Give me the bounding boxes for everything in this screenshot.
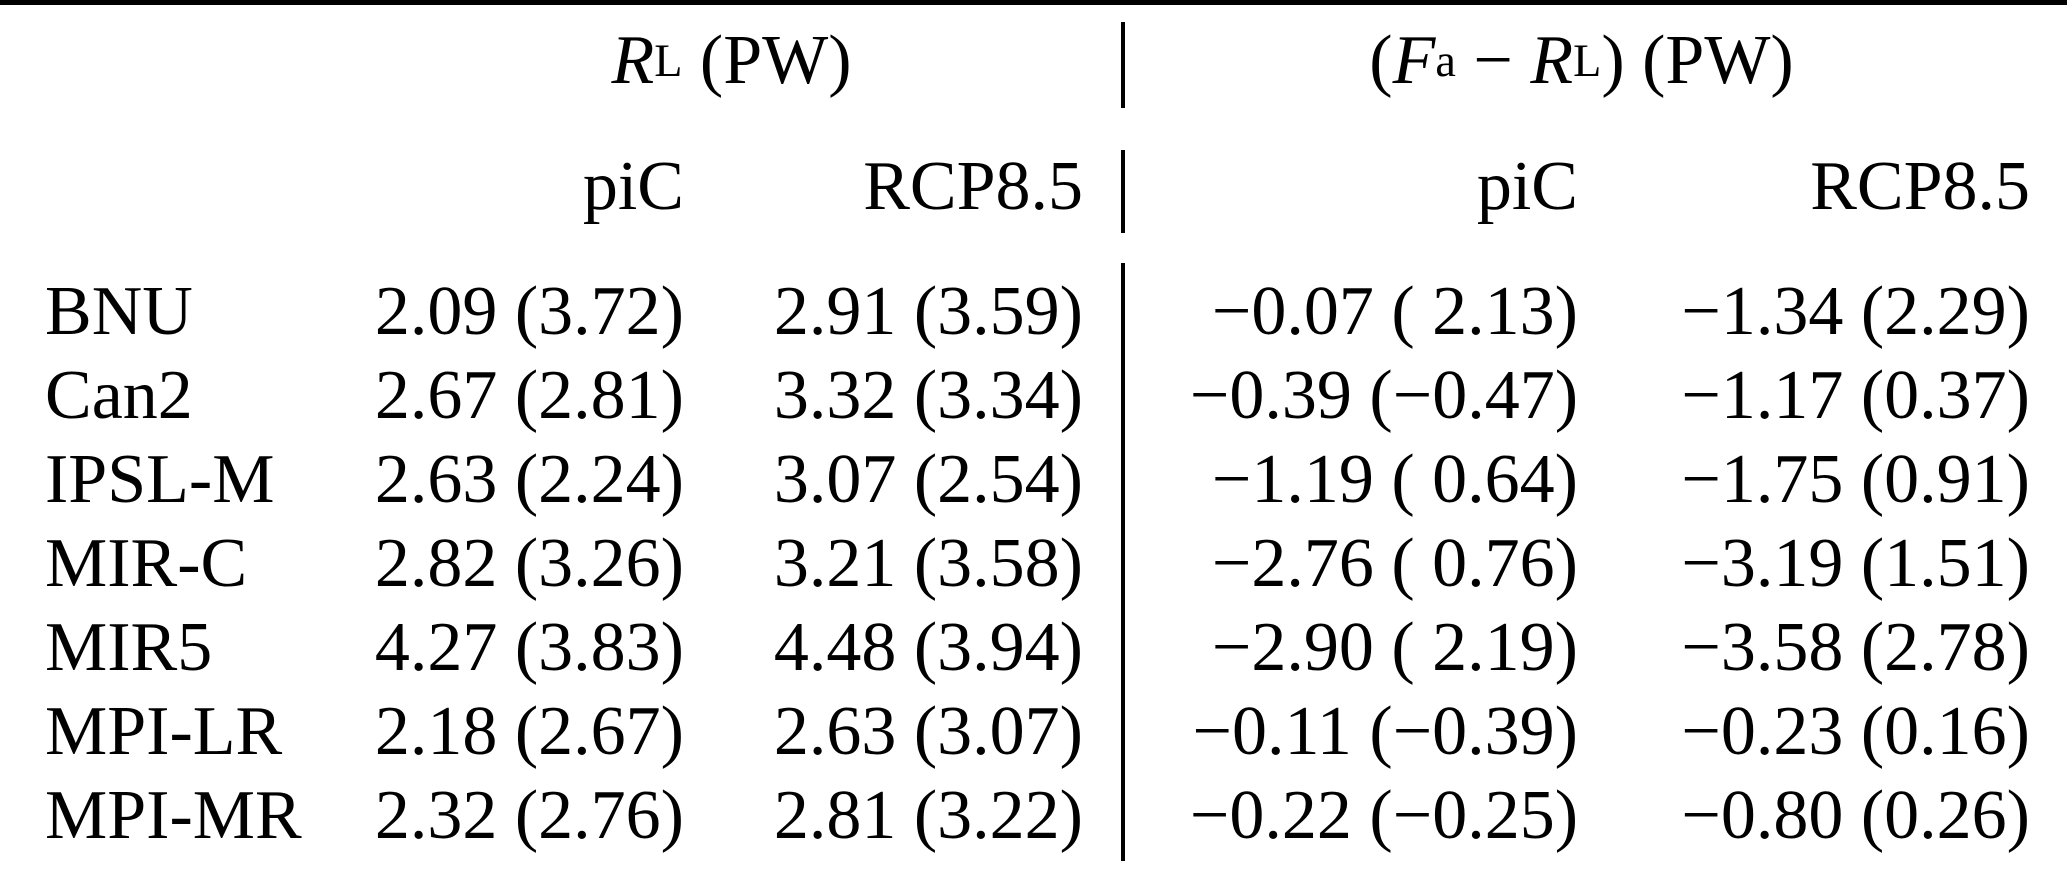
value-cell: −0.39 (−0.47) <box>1189 357 1578 434</box>
value-cell: −3.19 (1.51) <box>1681 525 2030 602</box>
value-cell: −1.17 (0.37) <box>1681 357 2030 434</box>
value-cell: 3.32 (3.34) <box>773 357 1083 434</box>
corner-cell <box>0 121 340 253</box>
value-cell: 4.48 (3.94) <box>773 609 1083 686</box>
table-row: MIR-C 2.82 (3.26) 3.21 (3.58) −2.76 ( 0.… <box>0 522 2067 606</box>
value-cell: −2.76 ( 0.76) <box>1211 525 1578 602</box>
value-cell: −0.23 (0.16) <box>1681 693 2030 770</box>
model-name-cell: Can2 <box>45 357 193 434</box>
value-cell: −0.22 (−0.25) <box>1189 777 1578 854</box>
column-separator-line <box>1121 150 1125 233</box>
value-cell: −1.75 (0.91) <box>1681 441 2030 518</box>
value-cell: 2.91 (3.59) <box>773 273 1083 350</box>
table-row: MPI-LR 2.18 (2.67) 2.63 (3.07) −0.11 (−0… <box>0 690 2067 774</box>
value-cell: 2.63 (2.24) <box>374 441 684 518</box>
math-symbol: R <box>611 22 655 99</box>
subheader-row: piC RCP8.5 piC RCP8.5 <box>0 121 2067 253</box>
value-cell: 2.81 (3.22) <box>773 777 1083 854</box>
unit-label: ) (PW) <box>1601 22 1794 99</box>
model-name-cell: MPI-LR <box>45 693 283 770</box>
model-name-cell: MPI-MR <box>45 777 302 854</box>
column-separator-line <box>1121 263 1125 861</box>
paren: ( <box>1369 22 1393 99</box>
unit-label: (PW) <box>682 22 852 99</box>
value-cell: −0.07 ( 2.13) <box>1211 273 1578 350</box>
table-row: IPSL-M 2.63 (2.24) 3.07 (2.54) −1.19 ( 0… <box>0 438 2067 522</box>
subcol-header-farl-pic: piC <box>1476 148 1578 225</box>
minus-operator: − <box>1455 22 1531 99</box>
table-bottom-rule <box>0 0 2067 5</box>
model-name-cell: IPSL-M <box>45 441 275 518</box>
value-cell: 2.32 (2.76) <box>374 777 684 854</box>
model-name-cell: BNU <box>45 273 193 350</box>
value-cell: −1.19 ( 0.64) <box>1211 441 1578 518</box>
table-row: MIR5 4.27 (3.83) 4.48 (3.94) −2.90 ( 2.1… <box>0 606 2067 690</box>
value-cell: −0.80 (0.26) <box>1681 777 2030 854</box>
value-cell: 4.27 (3.83) <box>374 609 684 686</box>
table-body: BNU 2.09 (3.72) 2.91 (3.59) −0.07 ( 2.13… <box>0 257 2067 878</box>
column-separator-line <box>1121 22 1125 108</box>
table-row: BNU 2.09 (3.72) 2.91 (3.59) −0.07 ( 2.13… <box>0 270 2067 354</box>
subcol-header-rl-rcp85: RCP8.5 <box>863 148 1083 225</box>
value-cell: −2.90 ( 2.19) <box>1211 609 1578 686</box>
math-symbol: R <box>1530 22 1574 99</box>
value-cell: 2.09 (3.72) <box>374 273 684 350</box>
value-cell: −3.58 (2.78) <box>1681 609 2030 686</box>
value-cell: 2.63 (3.07) <box>773 693 1083 770</box>
value-cell: 2.82 (3.26) <box>374 525 684 602</box>
value-cell: 2.67 (2.81) <box>374 357 684 434</box>
subcol-header-farl-rcp85: RCP8.5 <box>1810 148 2030 225</box>
math-symbol: F <box>1392 22 1436 99</box>
table-row: Can2 2.67 (2.81) 3.32 (3.34) −0.39 (−0.4… <box>0 354 2067 438</box>
model-name-cell: MIR-C <box>45 525 248 602</box>
value-cell: 2.18 (2.67) <box>374 693 684 770</box>
table-row: MPI-MR 2.32 (2.76) 2.81 (3.22) −0.22 (−0… <box>0 774 2067 858</box>
value-cell: −1.34 (2.29) <box>1681 273 2030 350</box>
value-cell: 3.07 (2.54) <box>773 441 1083 518</box>
value-cell: 3.21 (3.58) <box>773 525 1083 602</box>
value-cell: −0.11 (−0.39) <box>1192 693 1578 770</box>
model-name-cell: MIR5 <box>45 609 213 686</box>
subcol-header-rl-pic: piC <box>582 148 684 225</box>
